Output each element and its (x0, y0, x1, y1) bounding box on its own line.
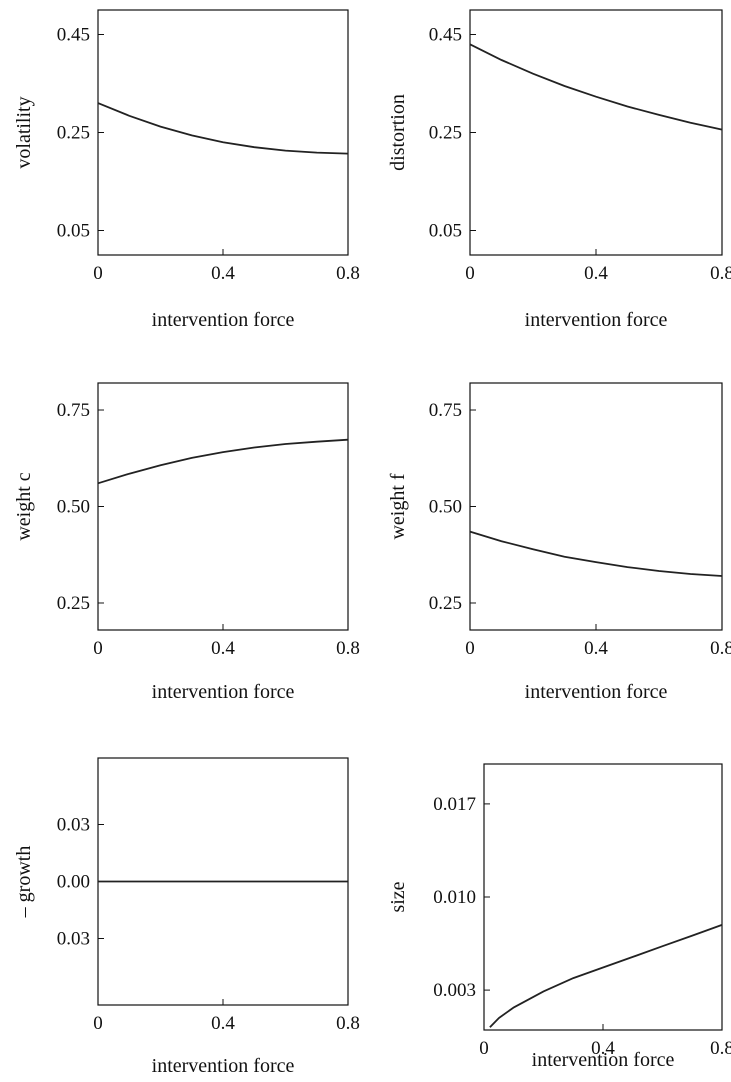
y-tick-label: 0.05 (57, 221, 90, 242)
y-tick-label: 0.50 (429, 497, 462, 518)
y-tick-label: 0.003 (433, 980, 476, 1001)
x-tick-label: 0 (93, 263, 103, 284)
plot-frame (483, 763, 723, 1031)
x-tick-label: 0 (479, 1038, 489, 1059)
x-tick-label: 0.8 (336, 1013, 360, 1034)
x-tick-label: 0.8 (710, 638, 731, 659)
x-tick-label: 0 (465, 263, 475, 284)
plot-frame (469, 382, 723, 631)
x-tick-label: 0 (93, 1013, 103, 1034)
panel-2: 0 0.4 0.8 0.05 0.25 0.45 intervention force dis… (387, 9, 731, 331)
y-axis-title: size (387, 881, 409, 912)
x-tick-label: 0.8 (710, 1038, 731, 1059)
y-tick-label: 0.05 (429, 221, 462, 242)
y-tick-label: 0.00 (57, 872, 90, 893)
panel-5: 0 0.4 0.8 0.03 0.00 0.03 intervention force – g… (13, 757, 360, 1077)
x-tick-label: 0.4 (584, 263, 608, 284)
x-tick-label: 0.8 (710, 263, 731, 284)
series-line (97, 438, 349, 485)
x-tick-label: 0.4 (211, 1013, 235, 1034)
x-tick-label: 0.4 (584, 638, 608, 659)
x-axis-title: intervention force (525, 681, 668, 703)
y-tick-label: 0.25 (57, 593, 90, 614)
x-tick-label: 0.4 (211, 263, 235, 284)
series-line (489, 924, 723, 1028)
x-tick-label: 0 (465, 638, 475, 659)
x-tick-label: 0.4 (591, 1038, 615, 1059)
x-axis-title: intervention force (532, 1049, 675, 1071)
panel-6: 0 0.4 0.8 0.003 0.010 0.017 intervention force… (387, 763, 731, 1071)
y-axis-title: weight c (13, 472, 35, 540)
x-axis-title: intervention force (525, 309, 668, 331)
panel-1: 0 0.4 0.8 0.05 0.25 0.45 intervention force vol… (13, 9, 360, 331)
plot-frame (97, 382, 349, 631)
y-tick-label: 0.03 (57, 815, 90, 836)
x-axis-title: intervention force (152, 1055, 295, 1077)
y-tick-label: 0.03 (57, 929, 90, 950)
x-tick-label: 0.4 (211, 638, 235, 659)
y-tick-label: 0.45 (57, 25, 90, 46)
series-line (469, 43, 723, 131)
y-axis-title: distortion (387, 94, 409, 171)
y-tick-label: 0.017 (433, 794, 476, 815)
y-tick-label: 0.75 (57, 400, 90, 421)
series-line (97, 102, 349, 155)
y-tick-label: 0.75 (429, 400, 462, 421)
series-line (469, 530, 723, 577)
x-axis-title: intervention force (152, 309, 295, 331)
y-tick-label: 0.25 (57, 123, 90, 144)
x-tick-label: 0.8 (336, 638, 360, 659)
y-tick-label: 0.25 (429, 593, 462, 614)
panel-3: 0 0.4 0.8 0.25 0.50 0.75 intervention force wei… (13, 382, 360, 703)
panel-4: 0 0.4 0.8 0.25 0.50 0.75 intervention force wei… (387, 382, 731, 703)
x-axis-title: intervention force (152, 681, 295, 703)
plot-frame (97, 9, 349, 256)
y-tick-label: 0.010 (433, 887, 476, 908)
x-tick-label: 0.8 (336, 263, 360, 284)
plot-frame (469, 9, 723, 256)
x-tick-label: 0 (93, 638, 103, 659)
y-axis-title: weight f (387, 473, 409, 539)
y-axis-title: – growth (13, 846, 35, 919)
y-axis-title: volatility (13, 96, 35, 168)
y-tick-label: 0.25 (429, 123, 462, 144)
y-tick-label: 0.50 (57, 497, 90, 518)
y-tick-label: 0.45 (429, 25, 462, 46)
